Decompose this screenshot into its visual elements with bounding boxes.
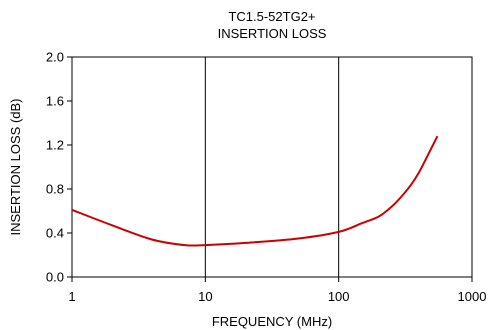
y-axis-ticks: 0.0 0.4 0.8 1.2 1.6 2.0 [46, 50, 72, 285]
y-tick-label: 0.4 [46, 226, 64, 241]
y-tick-label: 0.8 [46, 182, 64, 197]
x-tick-label: 1000 [458, 289, 487, 304]
y-tick-label: 2.0 [46, 50, 64, 65]
gridlines [204, 57, 340, 277]
series-group [71, 135, 439, 247]
x-tick-label: 10 [198, 289, 212, 304]
y-tick-label: 0.0 [46, 270, 64, 285]
x-axis-ticks: 1 10 100 1000 [68, 277, 486, 304]
insertion-loss-line [71, 135, 439, 247]
x-axis-label: FREQUENCY (MHz) [212, 314, 332, 329]
x-tick-label: 100 [328, 289, 350, 304]
x-tick-label: 1 [68, 289, 75, 304]
chart-title: TC1.5-52TG2+ [228, 9, 315, 24]
y-axis-label: INSERTION LOSS (dB) [8, 98, 23, 235]
plot-area [71, 56, 473, 278]
chart-subtitle: INSERTION LOSS [218, 26, 327, 41]
y-tick-label: 1.6 [46, 94, 64, 109]
y-tick-label: 1.2 [46, 138, 64, 153]
